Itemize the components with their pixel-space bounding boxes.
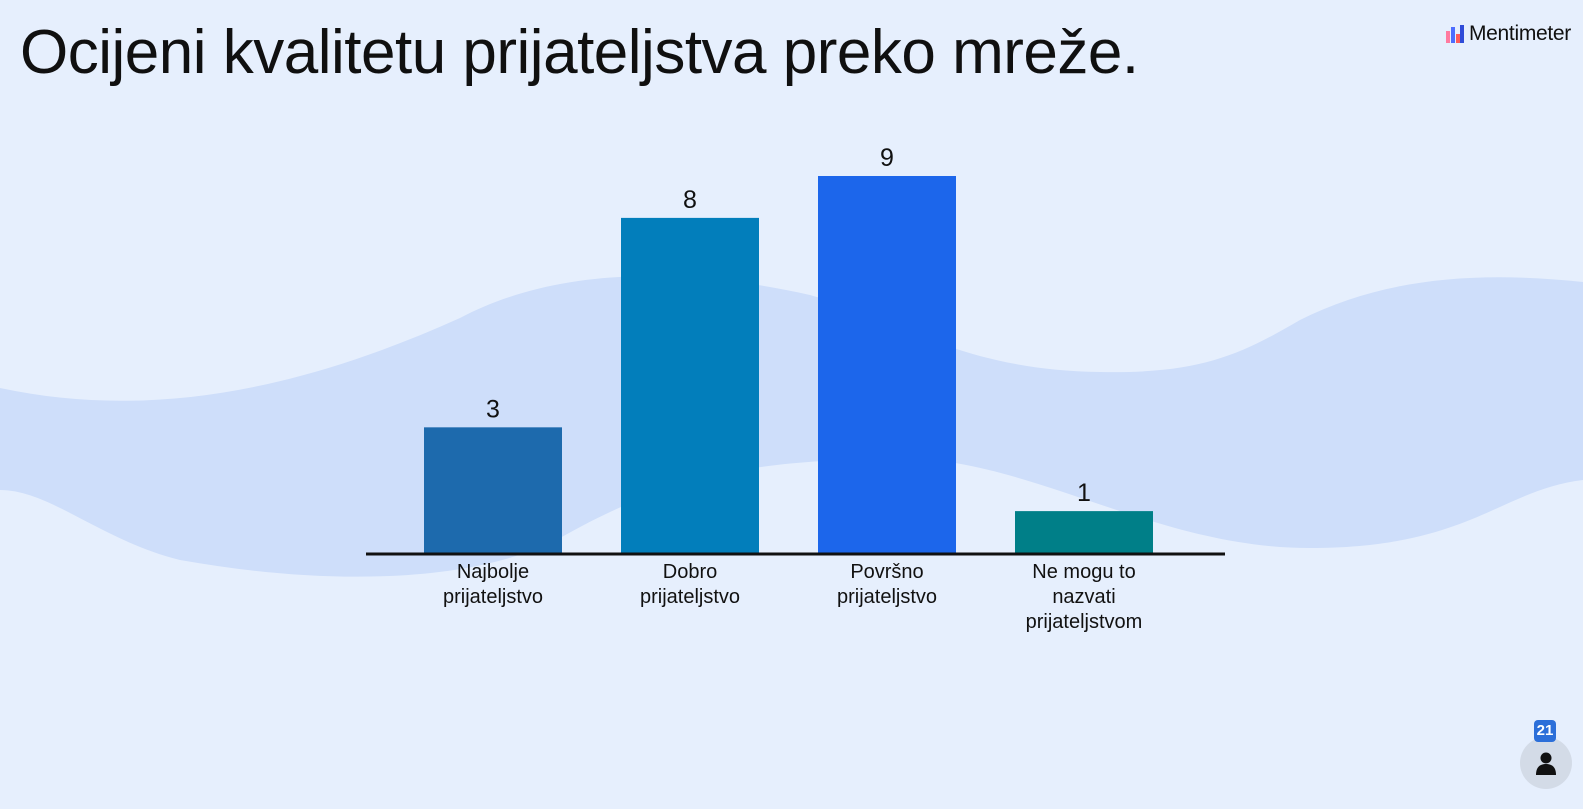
category-label: Ne mogu to nazvati prijateljstvom (1026, 561, 1143, 633)
wave-band (0, 276, 1583, 577)
mentimeter-brand: Mentimeter (1445, 22, 1571, 46)
bar-value-label: 1 (1077, 479, 1091, 507)
bar-value-label: 9 (880, 144, 894, 172)
bar-4 (1015, 511, 1153, 553)
bar-1 (424, 427, 562, 553)
person-icon (1536, 752, 1556, 775)
category-label: Najbolje prijateljstvo (443, 561, 543, 608)
participant-count-badge: 21 (1534, 720, 1556, 742)
category-label: Dobro prijateljstvo (640, 561, 740, 608)
bar-3 (818, 176, 956, 553)
category-label: Površno prijateljstvo (837, 561, 937, 608)
slide-title: Ocijeni kvalitetu prijateljstva preko mr… (20, 18, 1139, 87)
brand-name: Mentimeter (1468, 22, 1571, 45)
bar-2 (621, 217, 759, 553)
bar-value-label: 3 (486, 395, 500, 423)
mentimeter-logo-icon (1445, 25, 1464, 43)
participants-button[interactable] (1520, 737, 1572, 789)
bar-value-label: 8 (683, 186, 697, 214)
